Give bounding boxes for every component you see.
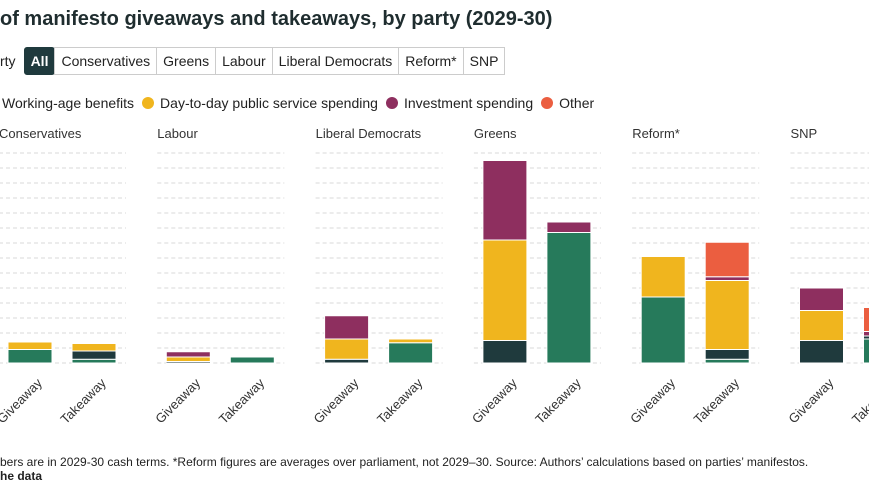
chart-title: of manifesto giveaways and takeaways, by… xyxy=(0,8,553,30)
bar-segment xyxy=(229,356,275,364)
filter-button[interactable]: Liberal Democrats xyxy=(271,47,400,75)
bar-segment xyxy=(863,331,869,337)
bar-segment xyxy=(482,239,528,341)
bar-segment xyxy=(7,349,53,364)
x-tick-label: Giveaway xyxy=(627,375,678,426)
bar-segment xyxy=(324,358,370,364)
filter-button[interactable]: All xyxy=(23,47,56,75)
bar-segment xyxy=(482,340,528,364)
x-tick-label: Takeaway xyxy=(532,375,584,427)
x-tick-label: Takeaway xyxy=(849,375,869,427)
legend-swatch xyxy=(541,97,554,109)
x-tick-label: Giveaway xyxy=(0,375,45,426)
bar-segment xyxy=(704,280,750,350)
bar-segment xyxy=(165,356,211,362)
legend-label: Other xyxy=(559,95,595,111)
legend: Working-age benefits Day-to-day public se… xyxy=(0,95,602,111)
bar-segment xyxy=(546,232,592,364)
bar-segment xyxy=(640,256,686,298)
filter-button[interactable]: Greens xyxy=(156,47,217,75)
footnote: bers are in 2029-30 cash terms. *Reform … xyxy=(0,455,809,469)
x-tick-label: Takeaway xyxy=(57,375,109,427)
legend-swatch xyxy=(142,97,155,109)
bar-segment xyxy=(388,338,434,344)
x-tick-label: Takeaway xyxy=(374,375,426,427)
x-tick-label: Giveaway xyxy=(152,375,203,426)
panel-title: Reform* xyxy=(632,126,680,141)
legend-label: Investment spending xyxy=(403,95,534,111)
panel-title: SNP xyxy=(791,126,818,141)
bar-segment xyxy=(71,358,117,364)
panel-title: Conservatives xyxy=(0,126,82,141)
bar-segment xyxy=(704,241,750,278)
filter-button[interactable]: SNP xyxy=(462,47,506,75)
bar-segment xyxy=(863,307,869,332)
bar-segment xyxy=(799,287,844,311)
bar-segment xyxy=(324,315,370,340)
bar-segment xyxy=(704,276,750,281)
bar-segment xyxy=(799,340,844,364)
bar-segment xyxy=(640,296,686,364)
x-tick-label: Giveaway xyxy=(785,375,836,426)
bar-segment xyxy=(71,350,117,360)
filter-button[interactable]: Conservatives xyxy=(54,47,158,75)
panel-title: Greens xyxy=(474,126,517,141)
x-tick-label: Giveaway xyxy=(469,375,520,426)
filter-label: rty xyxy=(0,53,16,69)
panel-title: Liberal Democrats xyxy=(316,126,422,141)
legend-item: Day-to-day public service spending xyxy=(142,95,378,111)
bar-segment xyxy=(388,342,434,364)
bar-segment xyxy=(863,338,869,364)
bar-segment xyxy=(863,335,869,340)
legend-label: Day-to-day public service spending xyxy=(160,95,378,111)
legend-item: Investment spending xyxy=(385,95,534,111)
legend-swatch xyxy=(385,97,398,109)
bar-segment xyxy=(324,338,370,360)
bar-segment xyxy=(704,349,750,360)
bar-segment xyxy=(546,221,592,233)
x-tick-label: Takeaway xyxy=(691,375,743,427)
x-tick-label: Takeaway xyxy=(216,375,268,427)
bar-segment xyxy=(799,310,844,341)
data-link[interactable]: he data xyxy=(0,469,43,483)
legend-label: Working-age benefits xyxy=(2,95,135,111)
filter-button[interactable]: Reform* xyxy=(398,47,464,75)
bar-segment xyxy=(165,351,211,358)
x-tick-label: Giveaway xyxy=(311,375,362,426)
legend-item: Other xyxy=(541,95,594,111)
filter-bar: rty All Conservatives Greens Labour Liberal … xyxy=(0,47,506,75)
filter-button[interactable]: Labour xyxy=(215,47,273,75)
bar-segment xyxy=(482,160,528,241)
bar-segment xyxy=(704,358,750,364)
panel-title: Labour xyxy=(157,126,198,141)
bar-segment xyxy=(71,343,117,352)
bar-segment xyxy=(7,341,53,350)
legend-item: Working-age benefits xyxy=(0,95,134,111)
